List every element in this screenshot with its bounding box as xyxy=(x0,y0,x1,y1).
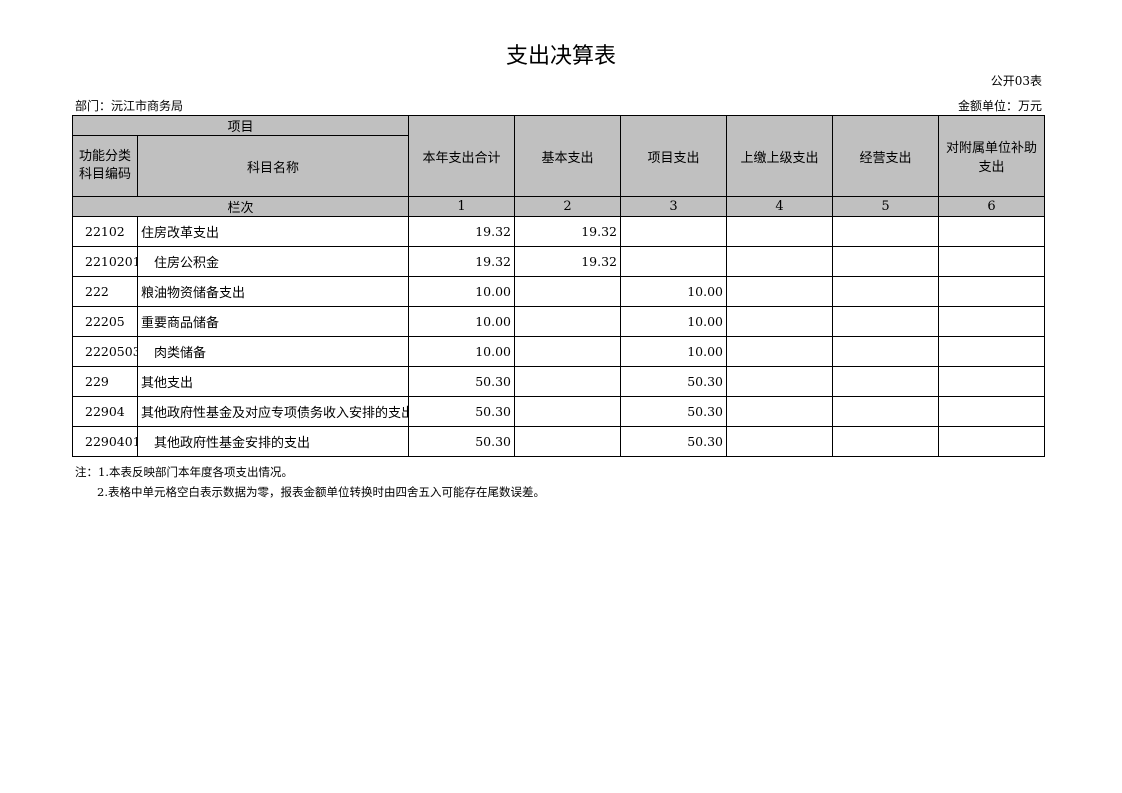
row-value: 50.30 xyxy=(620,366,728,397)
row-value xyxy=(726,276,834,307)
table-code: 公开03表 xyxy=(990,74,1042,88)
header-col: 基本支出 xyxy=(514,115,622,197)
row-value xyxy=(832,426,940,457)
expenditure-table: 项目 本年支出合计 基本支出 项目支出 上缴上级支出 经营支出 对附属单位补助支… xyxy=(71,115,1046,457)
row-value xyxy=(832,366,940,397)
col-number: 5 xyxy=(832,196,940,217)
header-name: 科目名称 xyxy=(136,135,410,197)
row-value xyxy=(832,306,940,337)
row-value xyxy=(938,246,1046,277)
row-value xyxy=(726,216,834,247)
row-value xyxy=(832,396,940,427)
header-code: 功能分类科目编码 xyxy=(72,135,138,197)
row-value xyxy=(832,276,940,307)
row-value: 50.30 xyxy=(408,366,516,397)
row-value: 50.30 xyxy=(408,426,516,457)
table-row: 2220503 肉类储备 10.00 10.00 xyxy=(72,336,1046,367)
row-value xyxy=(726,306,834,337)
header-col: 本年支出合计 xyxy=(408,115,516,197)
row-value xyxy=(938,336,1046,367)
row-value xyxy=(514,396,622,427)
table-row: 229 其他支出 50.30 50.30 xyxy=(72,366,1046,397)
table-row: 2290401 其他政府性基金安排的支出 50.30 50.30 xyxy=(72,426,1046,457)
row-value xyxy=(620,216,728,247)
row-value: 10.00 xyxy=(620,336,728,367)
row-value xyxy=(832,336,940,367)
row-value xyxy=(726,336,834,367)
header-col: 经营支出 xyxy=(832,115,940,197)
row-code: 22205 xyxy=(72,306,138,337)
row-code: 222 xyxy=(72,276,138,307)
row-code: 2210201 xyxy=(72,246,138,277)
row-value xyxy=(832,246,940,277)
col-number: 1 xyxy=(408,196,516,217)
row-value xyxy=(514,366,622,397)
row-value xyxy=(938,426,1046,457)
note: 注：1.本表反映部门本年度各项支出情况。 xyxy=(75,465,293,479)
row-value xyxy=(726,246,834,277)
row-code: 22904 xyxy=(72,396,138,427)
row-value xyxy=(514,336,622,367)
row-value xyxy=(514,276,622,307)
row-name: 其他政府性基金及对应专项债务收入安排的支出 xyxy=(136,396,410,427)
row-value: 10.00 xyxy=(620,306,728,337)
table-row: 22102 住房改革支出 19.32 19.32 xyxy=(72,216,1046,247)
header-item: 项目 xyxy=(71,115,410,136)
page-title: 支出决算表 xyxy=(505,44,616,69)
row-value xyxy=(726,426,834,457)
header-col: 上缴上级支出 xyxy=(726,115,834,197)
row-label: 栏次 xyxy=(71,196,410,217)
row-code: 229 xyxy=(72,366,138,397)
table-row: 22904 其他政府性基金及对应专项债务收入安排的支出 50.30 50.30 xyxy=(72,396,1046,427)
row-value: 19.32 xyxy=(408,216,516,247)
row-value xyxy=(726,396,834,427)
row-value: 50.30 xyxy=(620,426,728,457)
row-name: 重要商品储备 xyxy=(136,306,410,337)
note: 2.表格中单元格空白表示数据为零，报表金额单位转换时由四舍五入可能存在尾数误差。 xyxy=(97,485,545,499)
row-name: 住房改革支出 xyxy=(136,216,410,247)
row-value: 19.32 xyxy=(514,216,622,247)
row-value: 10.00 xyxy=(408,306,516,337)
row-value: 10.00 xyxy=(620,276,728,307)
header-col: 对附属单位补助支出 xyxy=(938,115,1046,197)
row-value xyxy=(938,276,1046,307)
row-value xyxy=(938,366,1046,397)
row-value xyxy=(514,426,622,457)
row-value: 50.30 xyxy=(620,396,728,427)
notes: 注：1.本表反映部门本年度各项支出情况。 2.表格中单元格空白表示数据为零，报表… xyxy=(75,462,545,502)
row-value: 10.00 xyxy=(408,276,516,307)
header-col: 项目支出 xyxy=(620,115,728,197)
row-value: 19.32 xyxy=(408,246,516,277)
department: 部门：沅江市商务局 xyxy=(75,99,184,113)
row-value xyxy=(938,216,1046,247)
row-value xyxy=(938,306,1046,337)
table-row: 2210201 住房公积金 19.32 19.32 xyxy=(72,246,1046,277)
row-value xyxy=(726,366,834,397)
row-value xyxy=(832,216,940,247)
col-number: 2 xyxy=(514,196,622,217)
row-code: 22102 xyxy=(72,216,138,247)
row-value: 19.32 xyxy=(514,246,622,277)
row-value xyxy=(620,246,728,277)
col-number: 3 xyxy=(620,196,728,217)
row-name: 其他政府性基金安排的支出 xyxy=(136,426,410,457)
col-number: 6 xyxy=(938,196,1046,217)
row-value xyxy=(938,396,1046,427)
row-name: 其他支出 xyxy=(136,366,410,397)
row-value: 50.30 xyxy=(408,396,516,427)
table-row: 222 粮油物资储备支出 10.00 10.00 xyxy=(72,276,1046,307)
row-code: 2220503 xyxy=(72,336,138,367)
amount-unit: 金额单位：万元 xyxy=(957,99,1042,113)
row-name: 住房公积金 xyxy=(136,246,410,277)
row-value: 10.00 xyxy=(408,336,516,367)
col-number: 4 xyxy=(726,196,834,217)
row-value xyxy=(514,306,622,337)
row-code: 2290401 xyxy=(72,426,138,457)
row-name: 粮油物资储备支出 xyxy=(136,276,410,307)
table-row: 22205 重要商品储备 10.00 10.00 xyxy=(72,306,1046,337)
row-name: 肉类储备 xyxy=(136,336,410,367)
